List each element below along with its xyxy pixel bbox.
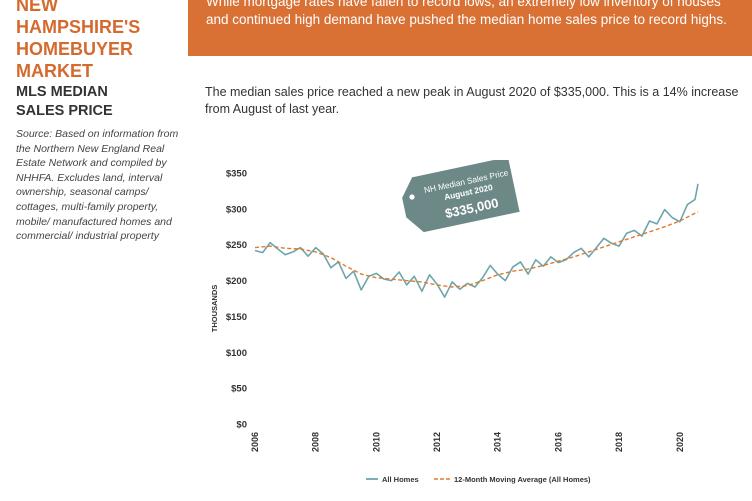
y-tick-label: $300 <box>226 204 247 215</box>
y-tick-label: $150 <box>226 312 247 323</box>
source-note: Source: Based on information from the No… <box>16 128 179 243</box>
callout-hole <box>409 194 415 200</box>
y-tick-label: $350 <box>226 169 247 180</box>
y-tick-label: $0 <box>236 420 247 431</box>
page-title: New Hampshire's Homebuyer Market <box>16 0 141 81</box>
callout-tag <box>402 160 520 233</box>
x-tick-label: 2012 <box>432 432 442 452</box>
section-title: MLS Median Sales Price <box>16 84 113 119</box>
x-tick-label: 2016 <box>553 432 563 452</box>
lead-paragraph: The median sales price reached a new pea… <box>205 85 739 116</box>
y-tick-label: $100 <box>226 348 247 359</box>
legend-label-moving-average: 12-Month Moving Average (All Homes) <box>454 475 591 484</box>
y-axis-title: THOUSANDS <box>210 285 219 333</box>
y-tick-label: $250 <box>226 240 247 251</box>
y-tick-label: $50 <box>231 384 247 395</box>
x-tick-label: 2014 <box>493 432 503 452</box>
legend-label-all-homes: All Homes <box>382 475 419 484</box>
title-block: New Hampshire's Homebuyer Market <box>16 0 186 82</box>
intro-banner: While mortgage rates have fallen to reco… <box>188 0 752 56</box>
y-tick-label: $200 <box>226 276 247 287</box>
banner-text: While mortgage rates have fallen to reco… <box>206 0 727 27</box>
x-tick-label: 2010 <box>371 432 381 452</box>
series-line-moving-average <box>254 211 699 288</box>
x-tick-label: 2020 <box>675 432 685 452</box>
x-tick-label: 2008 <box>311 432 321 452</box>
median-price-line-chart: $0 $50 $100 $150 $200 $250 $300 $350 2006 2008 201… <box>210 160 699 484</box>
x-tick-label: 2018 <box>614 432 624 452</box>
x-tick-label: 2006 <box>250 432 260 452</box>
